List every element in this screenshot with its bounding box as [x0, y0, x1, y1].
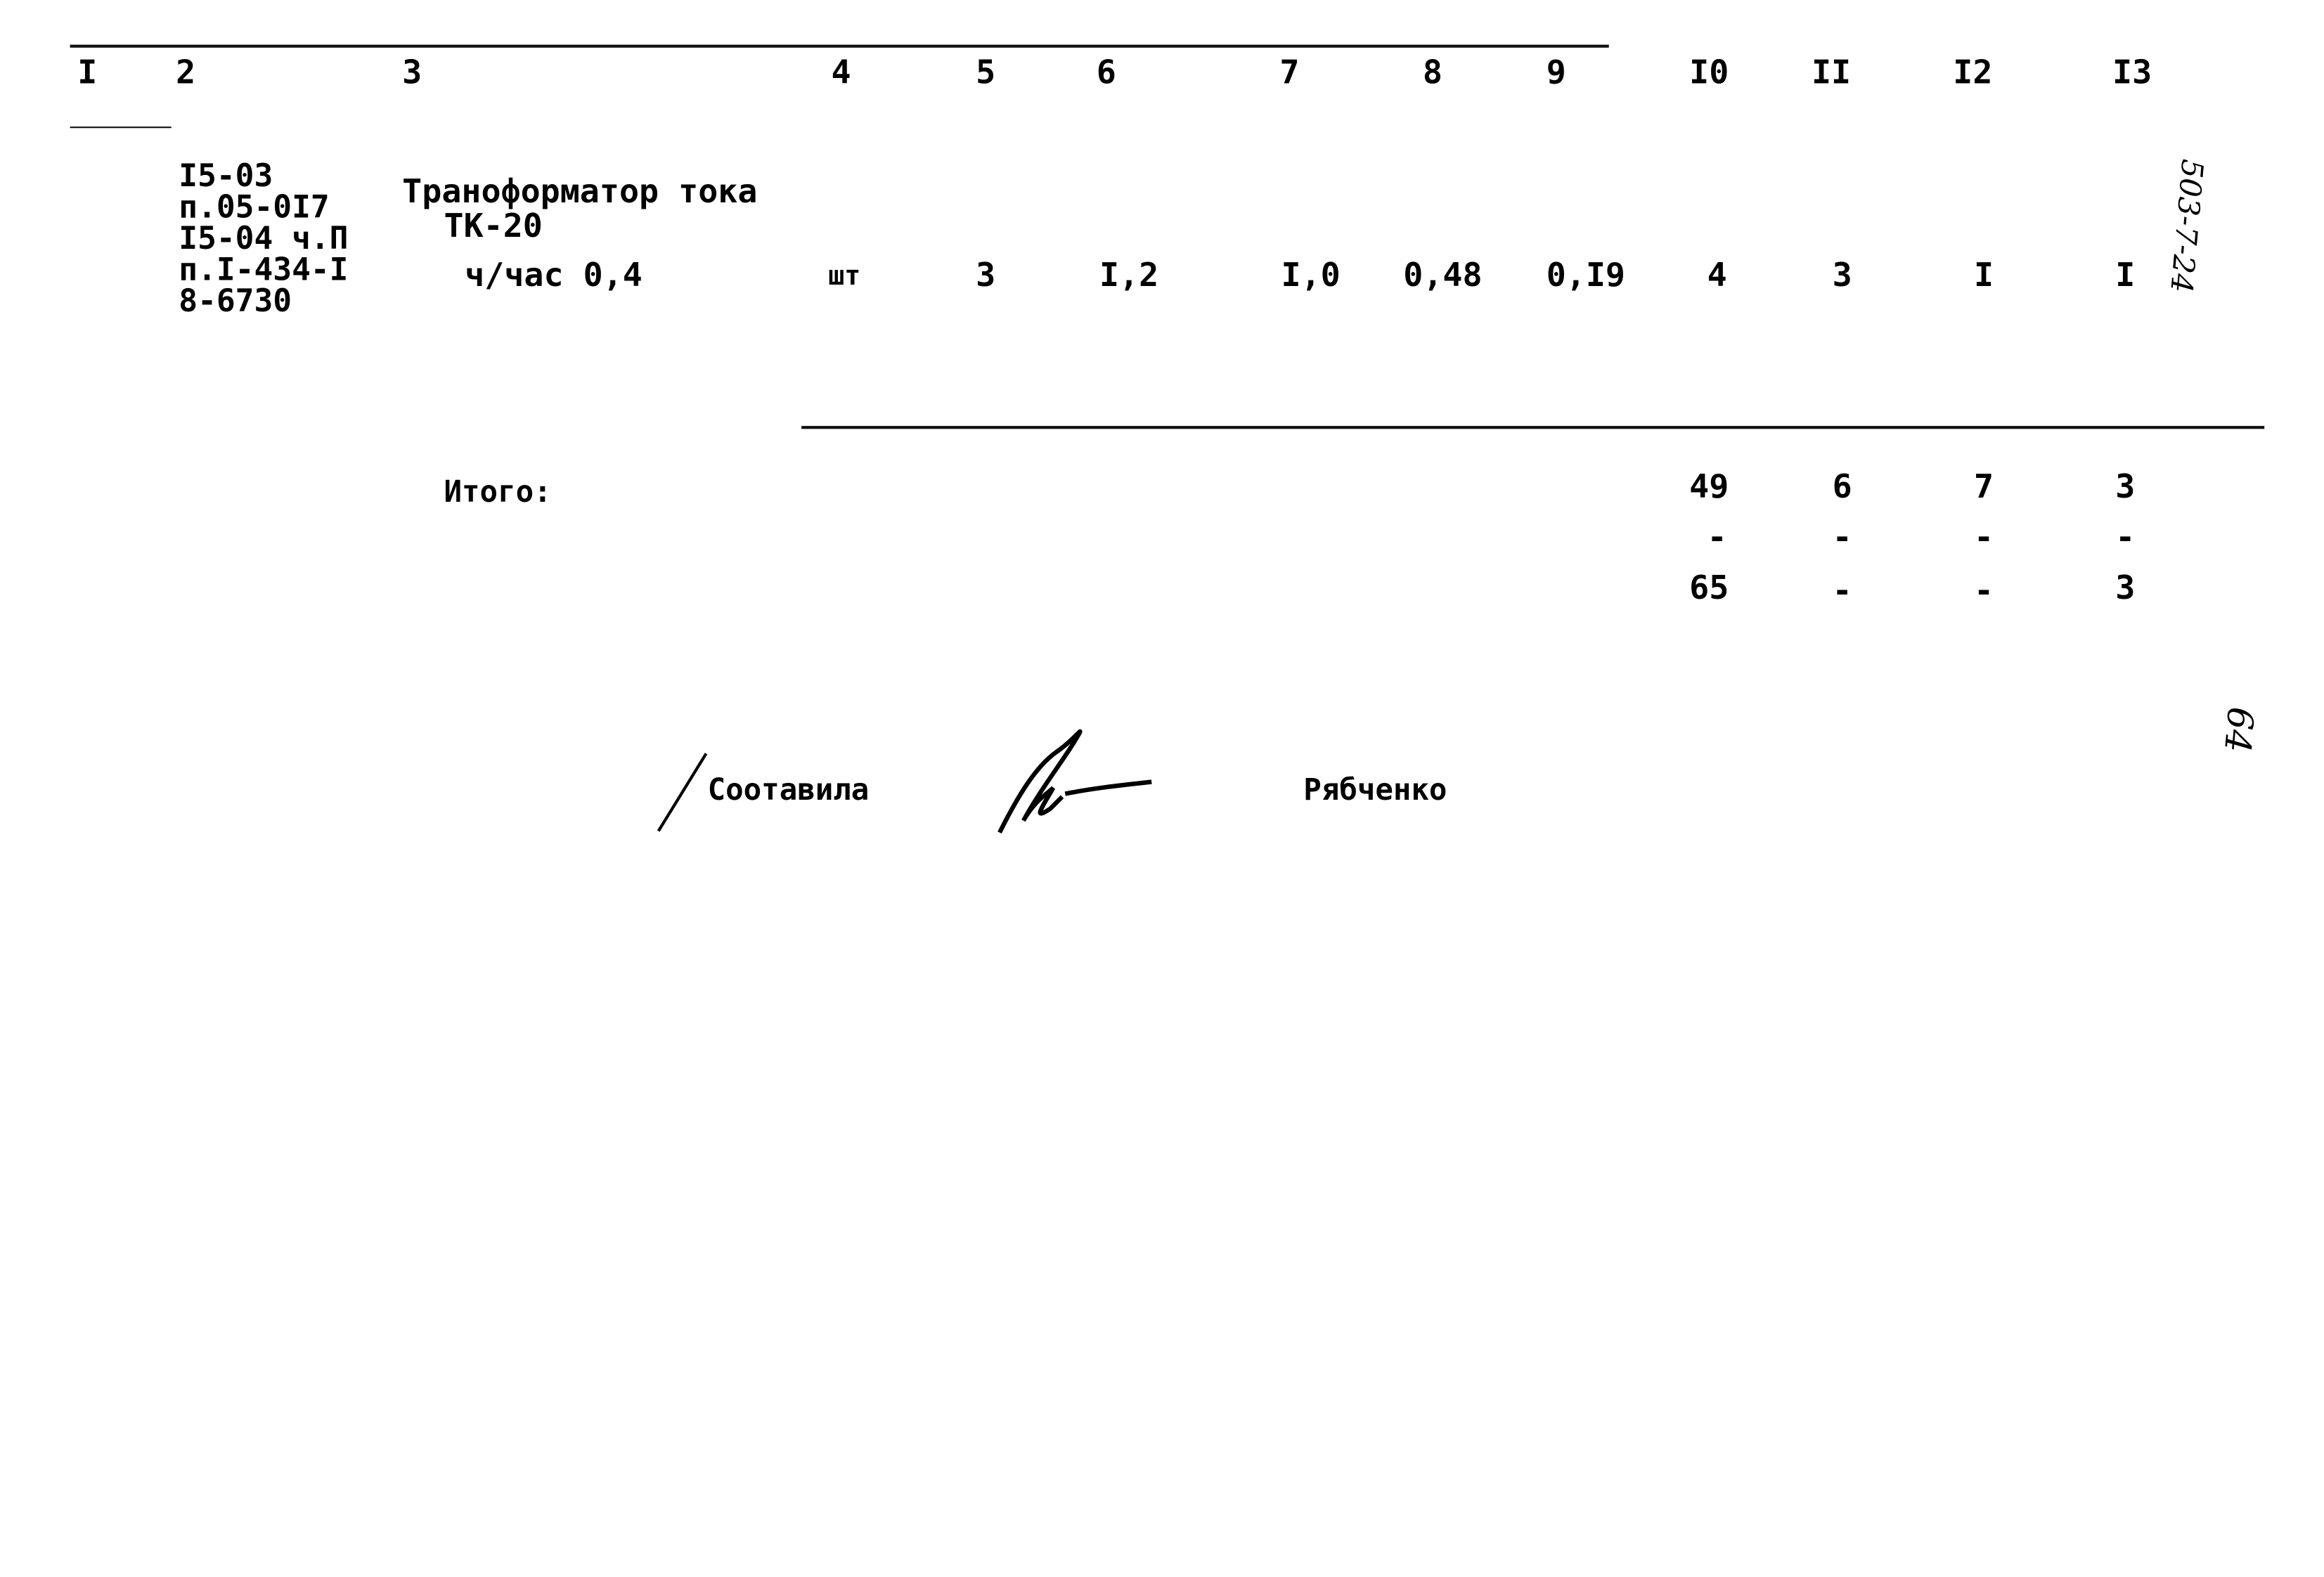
total-value: -	[1973, 573, 1994, 611]
cell-value: I,2	[1099, 257, 1159, 295]
ref-line: I5-04 ч.П	[179, 220, 349, 257]
item-model: ТК-20	[444, 208, 543, 246]
ref-line: п.I-434-I	[179, 252, 349, 288]
total-dash: -	[1832, 519, 1852, 557]
signature-label: Соотавила	[707, 771, 870, 807]
margin-note: 503-7-24	[2163, 157, 2211, 294]
total-dash: -	[1707, 519, 1727, 557]
slash-mark	[657, 753, 708, 832]
total-value: 7	[1973, 469, 1994, 507]
cell-value: 0,48	[1403, 257, 1483, 295]
total-value: 3	[2115, 469, 2136, 507]
col-header: I2	[1953, 55, 1993, 93]
col-header: 4	[831, 55, 851, 93]
total-dash: -	[2115, 519, 2136, 557]
unit: шт	[828, 260, 861, 292]
ref-line: I5-03	[179, 157, 273, 194]
col-header: 2	[176, 55, 196, 93]
col-header: 3	[402, 55, 422, 93]
top-rule	[70, 44, 1609, 48]
col-header: 8	[1422, 55, 1442, 93]
reference-cell: I5-03 п.05-0I7 I5-04 ч.П п.I-434-I 8-673…	[179, 157, 349, 319]
cell-value: 3	[976, 257, 996, 295]
ref-line: 8-6730	[179, 283, 292, 319]
col-header: I	[77, 55, 98, 93]
signer-name: Рябченко	[1303, 771, 1447, 807]
col-header: I3	[2112, 55, 2152, 93]
cell-value: 3	[1832, 257, 1852, 295]
handwritten-signature	[998, 729, 1152, 834]
cell-value: I,0	[1281, 257, 1341, 295]
ref-line: п.05-0I7	[179, 189, 330, 225]
total-value: 6	[1832, 469, 1852, 507]
total-value: -	[1832, 573, 1852, 611]
col-header: 7	[1279, 55, 1300, 93]
totals-rule	[801, 426, 2265, 429]
totals-label: Итого:	[444, 473, 552, 510]
cell-value: 4	[1707, 257, 1727, 295]
col-header: 5	[976, 55, 996, 93]
total-value: 65	[1689, 570, 1729, 608]
item-name: Траноформатор тока	[402, 174, 758, 212]
cell-value: I	[1973, 257, 1994, 295]
col-header: I0	[1689, 55, 1729, 93]
col-header: 6	[1096, 55, 1116, 93]
col-header: II	[1811, 55, 1852, 93]
item-rate: ч/час 0,4	[465, 257, 643, 295]
cell-value: I	[2115, 257, 2136, 295]
total-value: 49	[1689, 469, 1729, 507]
header-short-rule	[70, 126, 172, 129]
col-header: 9	[1546, 55, 1566, 93]
total-dash: -	[1973, 519, 1994, 557]
page-number: 64	[2216, 705, 2261, 755]
total-value: 3	[2115, 570, 2136, 608]
cell-value: 0,I9	[1546, 257, 1626, 295]
